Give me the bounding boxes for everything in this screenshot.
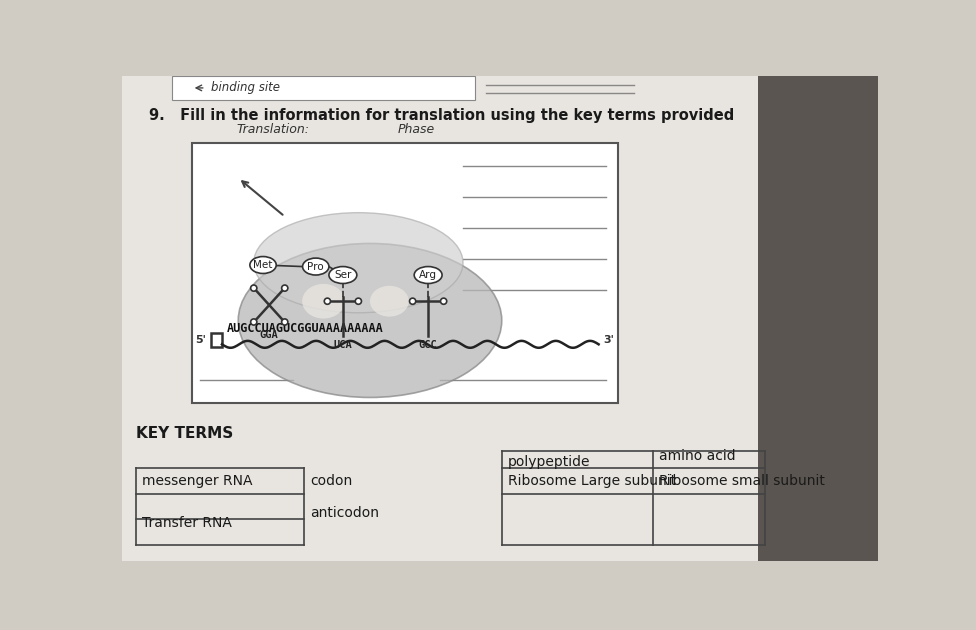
Ellipse shape [329,266,357,284]
Text: anticodon: anticodon [310,505,380,520]
Bar [191,144,618,403]
Ellipse shape [238,243,502,398]
Text: GGA: GGA [260,329,278,340]
Text: Ribosome small subunit: Ribosome small subunit [659,474,825,488]
Bar [211,333,222,347]
Text: polypeptide: polypeptide [508,455,590,469]
Text: Phase: Phase [398,123,435,135]
Circle shape [355,298,361,304]
Text: 3': 3' [603,335,614,345]
Circle shape [251,319,257,325]
Text: Arg: Arg [419,270,437,280]
Text: GCC: GCC [419,340,437,350]
Ellipse shape [303,258,329,275]
Text: binding site: binding site [211,81,280,94]
Text: Translation:: Translation: [236,123,309,135]
Text: Ser: Ser [334,270,351,280]
Text: Pro: Pro [307,261,324,272]
Circle shape [282,319,288,325]
Text: Ribosome Large subunit: Ribosome Large subunit [508,474,676,488]
Text: Transfer RNA: Transfer RNA [142,517,232,530]
Circle shape [410,298,416,304]
Text: amino acid: amino acid [659,449,736,463]
Text: 9.   Fill in the information for translation using the key terms provided: 9. Fill in the information for translati… [149,108,734,123]
Ellipse shape [250,256,276,273]
Ellipse shape [303,284,345,319]
Circle shape [282,285,288,291]
Text: codon: codon [310,474,352,488]
Text: UCA: UCA [334,340,352,350]
Ellipse shape [254,213,463,312]
Circle shape [440,298,447,304]
Text: Met: Met [254,260,272,270]
Bar [173,76,474,100]
Circle shape [251,285,257,291]
Circle shape [324,298,331,304]
Ellipse shape [370,286,409,317]
Text: AUGCCUAGUCGGUAAAAAAAAA: AUGCCUAGUCGGUAAAAAAAAA [226,323,384,335]
Text: messenger RNA: messenger RNA [142,474,253,488]
Text: 5': 5' [195,335,207,345]
Polygon shape [122,76,757,561]
Polygon shape [757,76,878,561]
Ellipse shape [414,266,442,284]
Text: KEY TERMS: KEY TERMS [136,426,233,441]
